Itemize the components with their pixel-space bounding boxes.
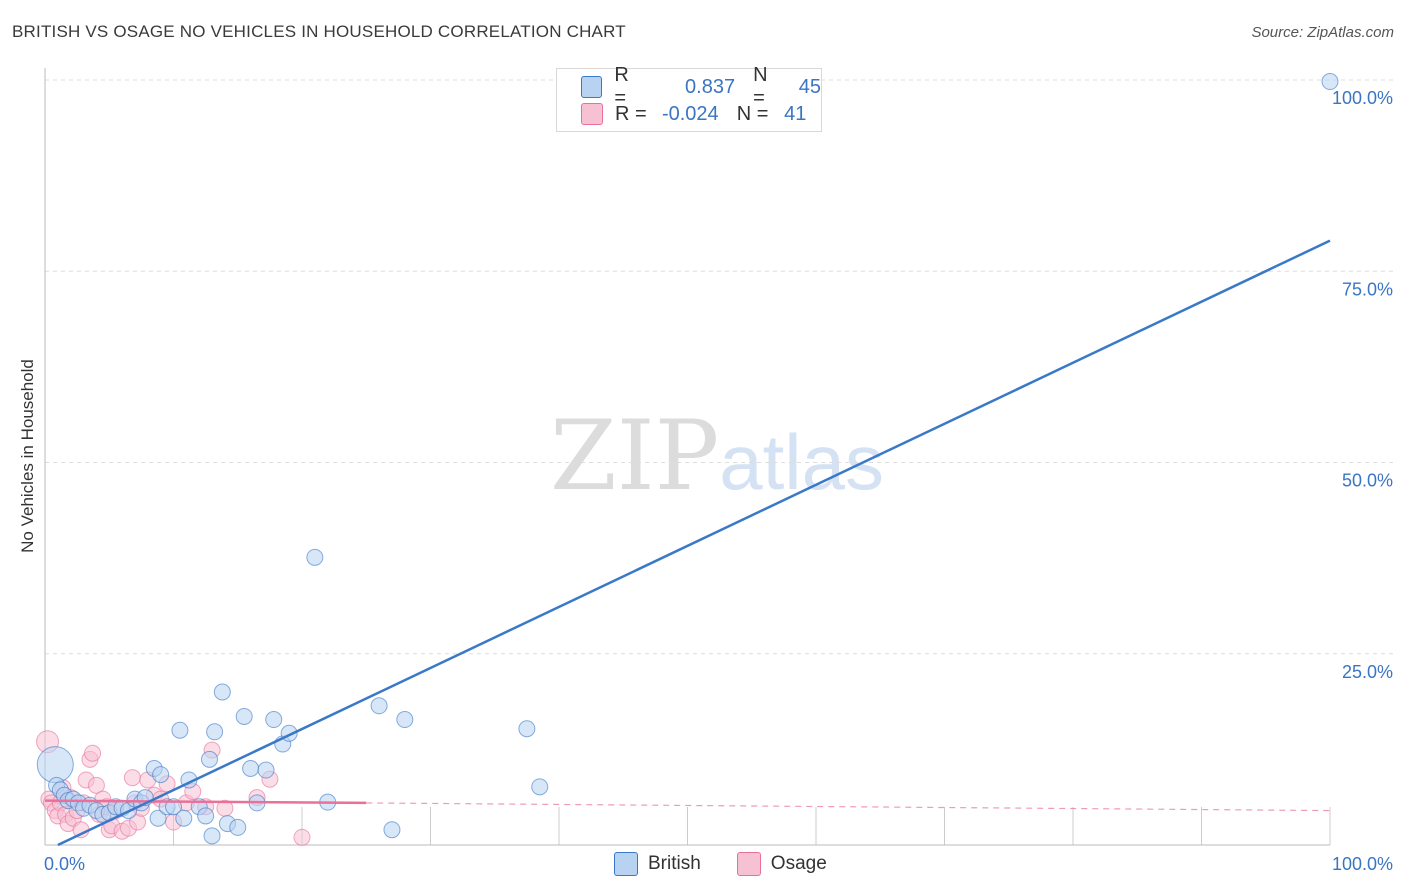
british-point-35 (242, 760, 260, 777)
british-point-30 (206, 723, 224, 741)
british-r-value: 0.837 (685, 75, 736, 98)
y-tick-label-2: 75.0% (1342, 279, 1393, 299)
legend-item-osage: Osage (736, 852, 827, 876)
british-point-38 (265, 711, 283, 729)
british-n-label: N = (753, 64, 768, 109)
osage-r-value: -0.024 (661, 102, 719, 125)
source-label: Source: ZipAtlas.com (1251, 24, 1394, 41)
british-point-44 (383, 821, 401, 839)
british-point-19 (149, 809, 167, 827)
british-legend-swatch (614, 852, 638, 876)
british-point-33 (229, 818, 247, 836)
x-tick-label-0: 0.0% (44, 854, 85, 874)
y-tick-label-3: 100.0% (1332, 88, 1393, 108)
osage-legend-swatch (736, 852, 761, 876)
series-legend: British Osage (614, 852, 863, 876)
y-tick-label-0: 25.0% (1342, 662, 1393, 682)
osage-r-label: R = (615, 102, 647, 125)
british-point-27 (197, 807, 215, 825)
osage-swatch (581, 103, 603, 125)
osage-n-label: N = (736, 102, 769, 125)
osage-point-16 (84, 744, 102, 762)
legend-item-british: British (614, 852, 701, 876)
british-point-24 (175, 809, 193, 827)
osage-legend-label: Osage (770, 853, 827, 874)
british-legend-label: British (648, 853, 701, 874)
british-point-47 (531, 778, 549, 796)
y-axis-label: No Vehicles in Household (18, 359, 37, 553)
british-r-label: R = (614, 64, 629, 109)
osage-point-26 (123, 769, 141, 787)
british-point-29 (203, 827, 221, 845)
osage-point-17 (87, 776, 105, 794)
osage-n-value: 41 (784, 102, 807, 125)
british-n-value: 45 (798, 75, 821, 98)
british-point-28 (200, 750, 218, 768)
british-point-48 (1321, 73, 1339, 91)
british-swatch (581, 76, 603, 98)
british-point-23 (171, 721, 189, 739)
legend-row-british: R = 0.837 N = 45 (581, 64, 821, 109)
osage-trend-extension (366, 802, 1331, 812)
british-point-31 (213, 683, 231, 701)
british-trend-line (57, 239, 1331, 847)
british-point-20 (152, 766, 170, 784)
osage-trend-line (44, 799, 367, 805)
correlation-legend: R = 0.837 N = 45 R = -0.024 N = 41 (556, 64, 822, 132)
british-point-34 (235, 707, 253, 725)
chart-title: BRITISH VS OSAGE NO VEHICLES IN HOUSEHOL… (12, 22, 626, 41)
legend-row-osage: R = -0.024 N = 41 (581, 102, 806, 126)
british-point-37 (257, 761, 275, 779)
british-point-41 (306, 548, 324, 566)
british-point-45 (396, 711, 414, 729)
x-tick-label-1: 100.0% (1332, 854, 1393, 874)
osage-point-42 (293, 828, 311, 846)
y-tick-label-1: 50.0% (1342, 471, 1393, 491)
british-point-43 (370, 697, 388, 715)
british-point-46 (518, 720, 536, 738)
